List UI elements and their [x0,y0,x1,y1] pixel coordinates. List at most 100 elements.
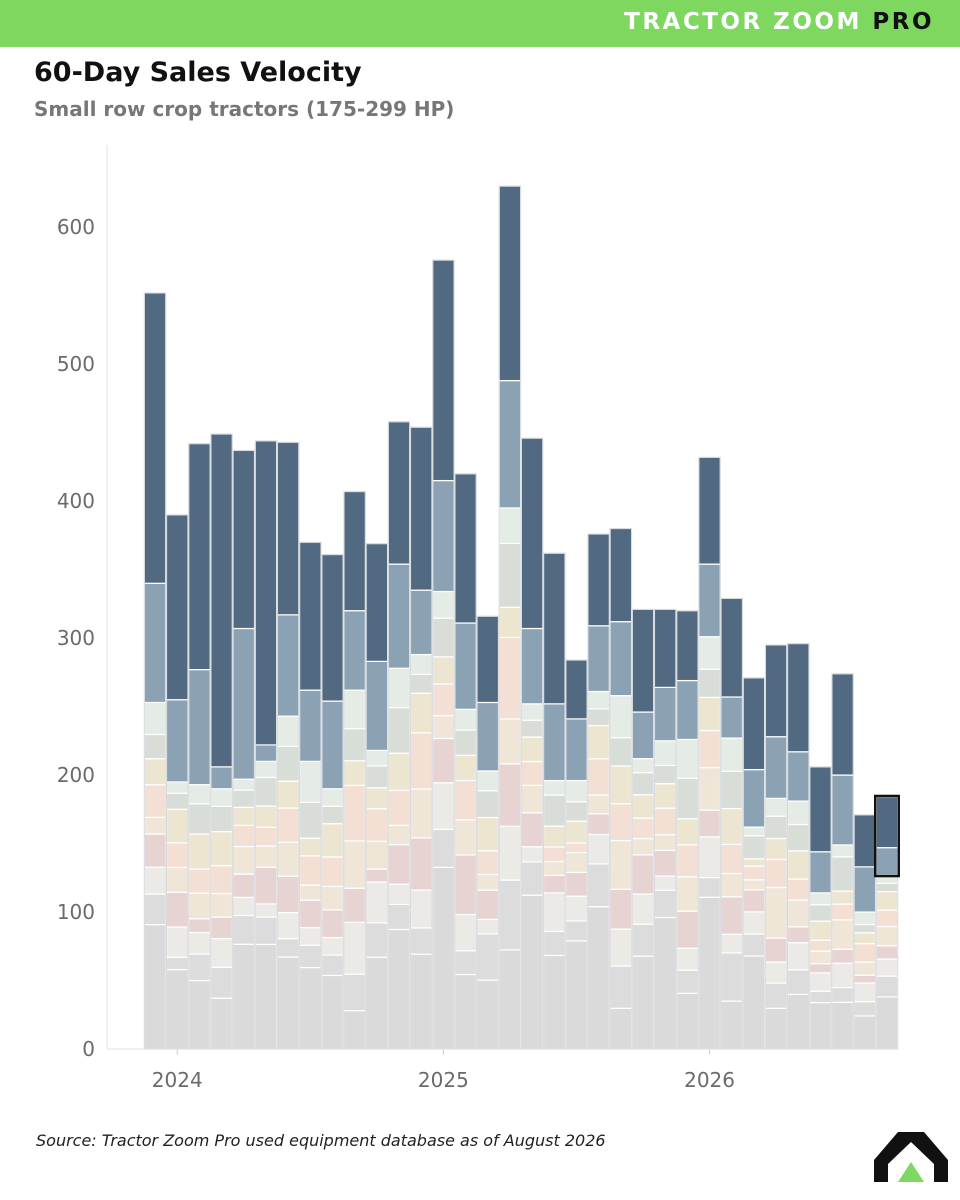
bar-segment-second [232,627,256,780]
bar-outline [787,643,810,1050]
bar-segment-base [831,1001,854,1050]
bar-segment-middle [365,808,389,842]
y-tick-label: 500 [57,352,95,376]
bar-segment-top [853,814,877,868]
bar-segment-second [343,610,367,691]
bar-segment-middle [565,920,588,942]
logo-chevron-shape [874,1132,948,1182]
bar-segment-middle [565,801,588,822]
bar-segment-middle [476,933,500,981]
bar-segment-middle [165,926,189,958]
bar-segment-middle [232,789,256,808]
brand-wordmark[interactable]: TRACTOR ZOOM PRO [624,9,934,35]
bar-segment-middle [432,656,455,685]
bar-segment-middle [853,974,877,984]
bar-segment-middle [653,740,677,767]
bar-segment-middle [165,808,189,844]
bar-segment-base [542,954,566,1050]
bar-segment-middle [520,719,544,738]
bar-segment-middle [809,972,832,992]
bar-segment-second [764,736,788,799]
bar-segment-middle [165,866,189,893]
bar-stack [188,442,211,1050]
stacked-bar-chart: 0 100 200 300 400 500 600 2024 2025 2026 [57,145,900,1092]
y-axis-labels: 0 100 200 300 400 500 600 [57,215,95,1061]
bar-segment-middle [188,931,211,955]
bar-segment-middle [498,542,522,608]
bar-segment-base [631,955,655,1050]
bar-segment-middle [542,846,566,863]
bar-segment-middle [143,784,167,818]
bar-segment-top [609,527,633,623]
bar-segment-middle [853,982,877,1003]
x-axis-labels: 2024 2025 2026 [152,1068,735,1092]
bar-segment-middle [232,873,256,898]
bar-segment-middle [520,760,544,786]
bar-outline [764,644,788,1050]
bar-segment-middle [831,856,854,892]
bar-segment-base [165,968,189,1050]
bar-segment-middle [542,779,566,796]
bar-stack [653,608,677,1050]
bar-segment-middle [587,863,611,908]
bar-segment-top [764,644,788,738]
bar-outline [631,608,655,1050]
bar-stack [454,473,477,1050]
bar-segment-middle [809,904,832,922]
bar-outline [210,433,233,1050]
bar-segment-second [298,689,322,762]
bar-segment-middle [653,849,677,877]
bar-segment-top [432,259,455,482]
bar-stack [809,766,832,1050]
bar-segment-middle [498,718,522,765]
bar-segment-middle [587,833,611,865]
bar-segment-top [720,597,744,698]
bar-segment-middle [565,895,588,922]
bar-stack [631,608,655,1050]
bar-stack [720,597,744,1050]
bar-segment-middle [609,888,633,930]
bar-segment-second [254,744,278,762]
bar-segment-middle [276,780,300,809]
bar-outline [476,615,499,1050]
bar-segment-base [454,973,477,1050]
brand-main-text: TRACTOR ZOOM [624,9,862,35]
bar-segment-middle [809,920,832,941]
bar-segment-middle [786,850,810,880]
bar-segment-middle [321,805,344,825]
bar-segment-middle [210,788,233,807]
bar-segment-top [365,542,389,662]
bar-outline [853,814,877,1050]
bar-segment-middle [764,886,788,939]
bar-segment-middle [232,806,256,826]
bar-segment-middle [786,800,810,826]
bar-segment-middle [387,789,411,826]
bar-segment-middle [875,925,899,947]
bar-segment-middle [276,715,300,747]
bar-segment-top [587,533,611,627]
bar-segment-middle [143,816,167,835]
bar-segment-middle [210,830,233,867]
bar-outline [409,426,433,1050]
bar-segment-base [188,979,211,1050]
bar-segment-top [631,608,655,713]
bar-segment-middle [853,911,877,926]
bar-segment-base [786,993,810,1050]
bar-segment-middle [498,879,522,951]
bar-segment-middle [343,887,367,923]
bar-segment-middle [653,875,677,891]
bar-segment-middle [742,826,766,837]
bar-segment-middle [432,715,455,740]
bar-segment-middle [831,962,854,989]
bar-segment-base [809,1001,832,1050]
chart-subtitle: Small row crop tractors (175-299 HP) [34,97,455,121]
bar-segment-middle [542,930,566,957]
bar-stack [165,514,189,1050]
bar-segment-second [609,621,633,697]
bar-segment-middle [742,933,766,957]
bar-segment-middle [409,788,433,839]
bar-segment-middle [542,892,566,933]
bar-segment-middle [321,823,344,858]
bar-outline [609,528,633,1050]
bar-segment-middle [143,733,167,760]
